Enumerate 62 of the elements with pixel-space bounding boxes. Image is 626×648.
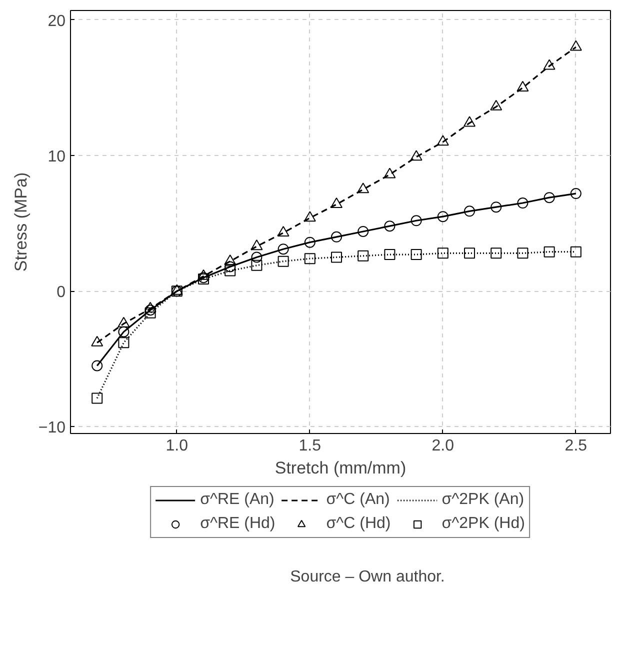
x-tick-label: 1.5 [298, 438, 322, 454]
point [358, 226, 369, 237]
point [92, 360, 103, 372]
point [304, 253, 316, 264]
point [517, 248, 528, 259]
point [251, 252, 262, 263]
y-tick-label: 0 [56, 284, 66, 302]
point [436, 135, 449, 146]
point [543, 59, 556, 70]
x-tick-label: 2.0 [432, 438, 454, 454]
y-tick-label: −10 [38, 420, 66, 437]
x-tick-label: 1.0 [166, 438, 188, 454]
legend-label: σ^C (An) [326, 491, 390, 509]
point [490, 248, 502, 259]
point [92, 392, 103, 404]
point [410, 150, 422, 161]
point [384, 220, 396, 232]
point [331, 231, 342, 242]
y-tick-label: 10 [48, 148, 66, 166]
source-note: Source – Own author. [290, 568, 445, 586]
point [357, 182, 370, 194]
point [304, 236, 316, 248]
x-axis-title: Stretch (mm/mm) [274, 458, 406, 478]
point [358, 250, 369, 262]
legend-label: σ^RE (Hd) [200, 515, 276, 533]
point [118, 326, 130, 338]
point [278, 244, 289, 255]
point [570, 246, 582, 258]
point [464, 248, 476, 259]
point [544, 246, 555, 258]
x-tick-label: 2.5 [564, 438, 588, 454]
point [384, 168, 396, 178]
point [464, 116, 476, 127]
point [224, 265, 236, 276]
point [384, 249, 396, 260]
legend-label: σ^C (Hd) [326, 515, 391, 533]
point [278, 256, 289, 267]
point [410, 249, 422, 260]
point [277, 226, 290, 237]
point [251, 260, 262, 271]
point [516, 80, 529, 92]
point [250, 240, 263, 250]
point [437, 248, 448, 259]
point [437, 211, 448, 222]
point [331, 252, 342, 263]
legend-label: σ^2PK (Hd) [442, 515, 525, 533]
point [490, 100, 502, 110]
point [304, 211, 316, 222]
legend-label: σ^RE (An) [200, 491, 274, 509]
y-tick-label: 20 [48, 12, 66, 30]
point [464, 206, 476, 217]
point [410, 215, 422, 226]
point [490, 202, 502, 213]
point [570, 188, 582, 200]
point [517, 198, 528, 209]
point [330, 198, 343, 208]
point [144, 307, 156, 318]
point [118, 337, 130, 348]
y-axis-title: Stress (MPa) [11, 172, 30, 272]
legend-label: σ^2PK (An) [442, 491, 524, 509]
point [570, 40, 582, 51]
point [544, 192, 555, 204]
